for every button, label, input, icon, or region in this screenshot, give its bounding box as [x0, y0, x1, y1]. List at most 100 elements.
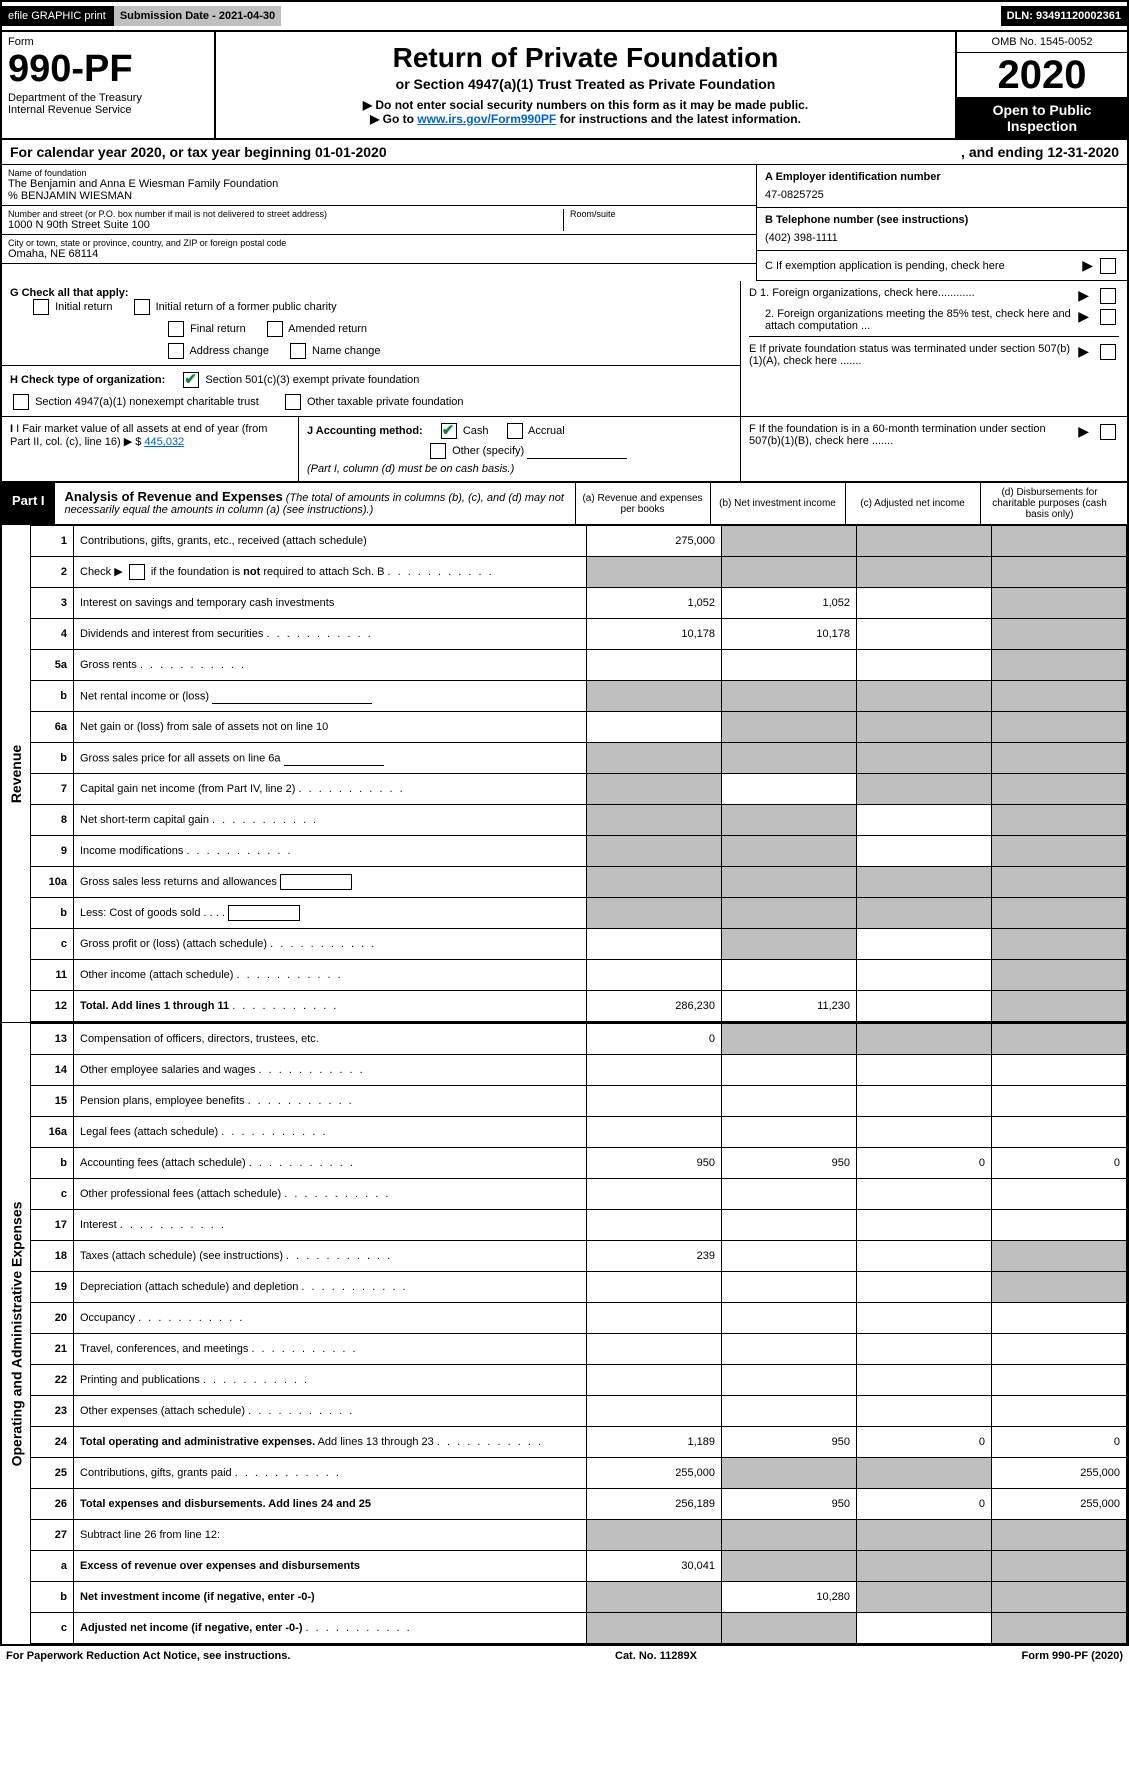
col-a-header: (a) Revenue and expenses per books: [576, 483, 711, 524]
arrow-icon: ▶: [1078, 287, 1089, 304]
footer-mid: Cat. No. 11289X: [615, 1650, 697, 1662]
ein-value: 47-0825725: [765, 189, 1119, 201]
part1-title: Analysis of Revenue and Expenses: [65, 489, 283, 504]
table-row: 3Interest on savings and temporary cash …: [31, 588, 1127, 619]
table-row: 24Total operating and administrative exp…: [31, 1427, 1127, 1458]
h-label: H Check type of organization:: [10, 374, 165, 386]
h-501c3-checkbox[interactable]: [183, 372, 199, 388]
table-row: 1Contributions, gifts, grants, etc., rec…: [31, 526, 1127, 557]
table-row: 17Interest: [31, 1210, 1127, 1241]
j-note: (Part I, column (d) must be on cash basi…: [307, 463, 732, 475]
table-row: bAccounting fees (attach schedule) 95095…: [31, 1148, 1127, 1179]
info-block: Name of foundation The Benjamin and Anna…: [0, 165, 1129, 281]
i-value-link[interactable]: 445,032: [144, 436, 184, 448]
c-checkbox[interactable]: [1100, 258, 1116, 274]
table-row: bNet investment income (if negative, ent…: [31, 1582, 1127, 1613]
name-label: Name of foundation: [8, 168, 750, 178]
d2-label: 2. Foreign organizations meeting the 85%…: [749, 308, 1074, 332]
table-row: bLess: Cost of goods sold . . . .: [31, 898, 1127, 929]
submission-date: Submission Date - 2021-04-30: [112, 6, 281, 26]
d1-checkbox[interactable]: [1100, 288, 1116, 304]
g-label: G Check all that apply:: [10, 287, 129, 299]
table-row: 18Taxes (attach schedule) (see instructi…: [31, 1241, 1127, 1272]
table-row: aExcess of revenue over expenses and dis…: [31, 1551, 1127, 1582]
j-accrual-checkbox[interactable]: [507, 423, 523, 439]
table-row: 19Depreciation (attach schedule) and dep…: [31, 1272, 1127, 1303]
table-row: 6aNet gain or (loss) from sale of assets…: [31, 712, 1127, 743]
e-checkbox[interactable]: [1100, 344, 1116, 360]
table-row: 12Total. Add lines 1 through 11 286,2301…: [31, 991, 1127, 1022]
footer: For Paperwork Reduction Act Notice, see …: [0, 1646, 1129, 1666]
form-title: Return of Private Foundation: [228, 42, 943, 74]
table-row: bNet rental income or (loss): [31, 681, 1127, 712]
addr-label: Number and street (or P.O. box number if…: [8, 209, 563, 219]
efile-label: efile GRAPHIC print: [2, 6, 112, 26]
foundation-name: The Benjamin and Anna E Wiesman Family F…: [8, 178, 750, 202]
table-row: 7Capital gain net income (from Part IV, …: [31, 774, 1127, 805]
f-label: F If the foundation is in a 60-month ter…: [749, 423, 1074, 447]
g-address-checkbox[interactable]: [168, 343, 184, 359]
room-label: Room/suite: [570, 209, 750, 219]
d1-label: D 1. Foreign organizations, check here..…: [749, 287, 1074, 299]
city-label: City or town, state or province, country…: [8, 238, 750, 248]
instr-line-1: ▶ Do not enter social security numbers o…: [228, 98, 943, 112]
h-4947-checkbox[interactable]: [13, 394, 29, 410]
table-row: 27Subtract line 26 from line 12:: [31, 1520, 1127, 1551]
table-row: 14Other employee salaries and wages: [31, 1055, 1127, 1086]
part1-header: Part I Analysis of Revenue and Expenses …: [0, 482, 1129, 525]
arrow-icon: ▶: [1078, 308, 1089, 325]
address: 1000 N 90th Street Suite 100: [8, 219, 563, 231]
g-initial-former-checkbox[interactable]: [134, 299, 150, 315]
dln-label: DLN: 93491120002361: [1001, 6, 1127, 26]
j-other-checkbox[interactable]: [430, 443, 446, 459]
footer-right: Form 990-PF (2020): [1022, 1650, 1123, 1662]
g-name-checkbox[interactable]: [290, 343, 306, 359]
instr-line-2: ▶ Go to www.irs.gov/Form990PF for instru…: [228, 112, 943, 126]
j-label: J Accounting method:: [307, 425, 423, 437]
table-row: 15Pension plans, employee benefits: [31, 1086, 1127, 1117]
h-other-checkbox[interactable]: [285, 394, 301, 410]
table-row: 23Other expenses (attach schedule): [31, 1396, 1127, 1427]
g-amended-checkbox[interactable]: [267, 321, 283, 337]
j-cash-checkbox[interactable]: [441, 423, 457, 439]
footer-left: For Paperwork Reduction Act Notice, see …: [6, 1650, 290, 1662]
table-row: 16aLegal fees (attach schedule): [31, 1117, 1127, 1148]
table-row: 22Printing and publications: [31, 1365, 1127, 1396]
sch-b-checkbox[interactable]: [129, 564, 145, 580]
form-subtitle: or Section 4947(a)(1) Trust Treated as P…: [228, 76, 943, 92]
g-final-checkbox[interactable]: [168, 321, 184, 337]
table-row: 20Occupancy: [31, 1303, 1127, 1334]
table-row: 26Total expenses and disbursements. Add …: [31, 1489, 1127, 1520]
expenses-table: 13Compensation of officers, directors, t…: [31, 1023, 1127, 1644]
table-row: 10aGross sales less returns and allowanc…: [31, 867, 1127, 898]
table-row: bGross sales price for all assets on lin…: [31, 743, 1127, 774]
irs-link[interactable]: www.irs.gov/Form990PF: [417, 112, 556, 126]
phone-label: B Telephone number (see instructions): [765, 214, 1119, 226]
tax-year: 2020: [957, 53, 1127, 98]
table-row: cOther professional fees (attach schedul…: [31, 1179, 1127, 1210]
e-label: E If private foundation status was termi…: [749, 343, 1074, 367]
f-checkbox[interactable]: [1100, 424, 1116, 440]
city-value: Omaha, NE 68114: [8, 248, 750, 260]
dept-label: Department of the Treasury Internal Reve…: [8, 92, 208, 116]
form-header: Form 990-PF Department of the Treasury I…: [0, 32, 1129, 140]
open-inspection: Open to Public Inspection: [957, 98, 1127, 138]
arrow-icon: ▶: [1082, 257, 1093, 274]
revenue-side-label: Revenue: [2, 525, 31, 1022]
c-label: C If exemption application is pending, c…: [765, 260, 1078, 272]
arrow-icon: ▶: [1078, 343, 1089, 360]
table-row: 21Travel, conferences, and meetings: [31, 1334, 1127, 1365]
form-number: 990-PF: [8, 50, 208, 88]
ein-label: A Employer identification number: [765, 171, 1119, 183]
table-row: 2Check ▶ if the foundation is not requir…: [31, 557, 1127, 588]
top-bar: efile GRAPHIC print Submission Date - 20…: [0, 0, 1129, 32]
d2-checkbox[interactable]: [1100, 309, 1116, 325]
table-row: 4Dividends and interest from securities …: [31, 619, 1127, 650]
g-initial-return-checkbox[interactable]: [33, 299, 49, 315]
table-row: 9Income modifications: [31, 836, 1127, 867]
omb-number: OMB No. 1545-0052: [957, 32, 1127, 53]
form-label: Form: [8, 36, 208, 48]
phone-value: (402) 398-1111: [765, 232, 1119, 244]
table-row: cAdjusted net income (if negative, enter…: [31, 1613, 1127, 1644]
expenses-side-label: Operating and Administrative Expenses: [2, 1023, 31, 1644]
